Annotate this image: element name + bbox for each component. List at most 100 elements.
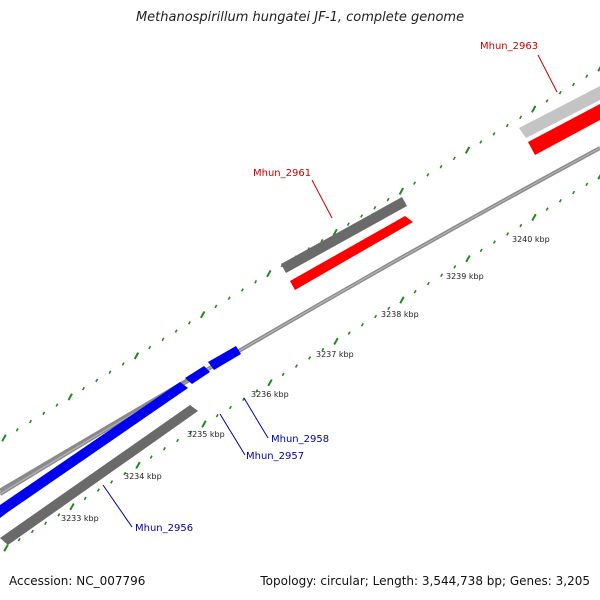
label-mhun-2957[interactable]: Mhun_2957 [246,451,304,462]
lower-tick-21 [281,372,285,377]
upper-tick-25 [332,228,338,237]
upper-tick-35 [464,146,471,154]
lower-tick-31 [413,289,417,294]
upper-tick-6 [81,386,85,391]
lower-tick-26 [347,331,351,335]
upper-tick-37 [492,132,496,136]
scale-label-3240: 3240 kbp [512,235,550,244]
genome-backbone-highlight [0,147,600,495]
upper-tick-34 [452,156,456,161]
upper-tick-9 [121,362,125,366]
label-mhun-2961[interactable]: Mhun_2961 [253,168,311,179]
upper-tick-7 [95,378,99,383]
upper-tick-2 [29,419,32,424]
gene-mhun-2956[interactable] [0,382,188,518]
lower-tick-42 [558,199,562,203]
lower-tick-12 [162,447,166,451]
lower-tick-36 [479,248,483,253]
upper-tick-39 [519,115,523,120]
upper-tick-14 [187,321,191,325]
lower-tick-25 [333,337,339,345]
topology-summary: Topology: circular; Length: 3,544,738 bp… [260,574,590,588]
scale-label-3239: 3239 kbp [446,272,484,281]
upper-tick-43 [572,82,575,87]
label-mhun-2963[interactable]: Mhun_2963 [480,41,538,52]
lower-tick-14 [189,430,193,435]
leader-mhun-2958 [243,397,269,439]
lower-tick-7 [96,488,100,492]
lower-tick-27 [360,323,364,327]
lower-tick-38 [506,232,510,236]
upper-tick-0 [1,434,7,442]
lower-tick-8 [110,480,114,484]
lower-tick-11 [149,455,153,459]
upper-tick-45 [597,65,600,72]
gene-mhun-2958[interactable] [208,346,241,370]
lower-tick-19 [255,389,259,393]
upper-tick-18 [240,288,244,292]
upper-tick-30 [398,187,404,195]
upper-tick-4 [55,403,59,407]
leader-mhun-2961 [311,179,333,219]
lower-tick-row [3,173,600,552]
upper-tick-38 [505,123,509,128]
lower-tick-2 [30,529,34,534]
lower-tick-3 [44,521,48,525]
upper-tick-28 [373,206,377,210]
accession-text: Accession: NC_007796 [9,574,146,588]
lower-tick-32 [426,281,430,286]
lower-tick-34 [453,265,457,269]
upper-tick-13 [174,329,178,333]
upper-tick-44 [585,74,589,78]
upper-tick-17 [227,296,231,300]
lower-tick-1 [17,537,21,542]
lower-tick-15 [201,420,207,428]
scale-label-3238: 3238 kbp [381,310,419,319]
lower-tick-24 [321,347,325,352]
lower-tick-39 [519,223,523,228]
leader-mhun-2957 [219,413,246,456]
upper-tick-row [1,65,600,442]
gene-mhun-2963[interactable] [528,104,600,155]
label-mhun-2958[interactable]: Mhun_2958 [271,434,329,445]
lower-tick-6 [83,496,87,501]
label-mhun-2956[interactable]: Mhun_2956 [135,523,193,534]
upper-tick-16 [214,304,218,309]
lower-tick-35 [465,255,471,263]
upper-tick-5 [67,393,73,401]
gene-mhun-2957[interactable] [185,366,210,384]
leader-mhun-2956 [102,484,133,528]
scale-label-3233: 3233 kbp [61,514,99,523]
lower-tick-13 [176,438,180,443]
upper-tick-40 [531,105,537,113]
lower-tick-9 [123,471,127,476]
lower-tick-17 [228,405,232,410]
scale-label-3235: 3235 kbp [187,430,225,439]
upper-tick-31 [413,181,417,185]
lower-tick-33 [440,273,444,277]
gene-mhun-2956-complement[interactable] [0,405,198,545]
gene-mhun-2961-dark[interactable] [281,197,407,273]
gene-mhun-2961[interactable] [290,216,413,290]
upper-tick-10 [133,352,140,360]
upper-tick-1 [15,428,19,432]
upper-tick-20 [266,269,272,278]
lower-tick-44 [585,182,589,187]
lower-tick-20 [267,379,273,387]
upper-tick-29 [386,197,390,202]
lower-tick-41 [545,207,549,211]
upper-tick-41 [545,99,549,103]
lower-tick-37 [492,240,496,244]
upper-tick-24 [320,238,324,243]
lower-tick-5 [69,503,75,511]
gene-mhun-2963-light[interactable] [519,86,600,138]
lower-tick-28 [374,314,378,319]
lower-tick-23 [308,356,312,360]
upper-tick-15 [200,311,206,319]
upper-tick-8 [108,370,112,374]
lower-tick-45 [597,173,600,180]
outer-ring-arc [0,376,191,492]
lower-tick-10 [135,461,141,469]
scale-label-3234: 3234 kbp [124,472,162,481]
